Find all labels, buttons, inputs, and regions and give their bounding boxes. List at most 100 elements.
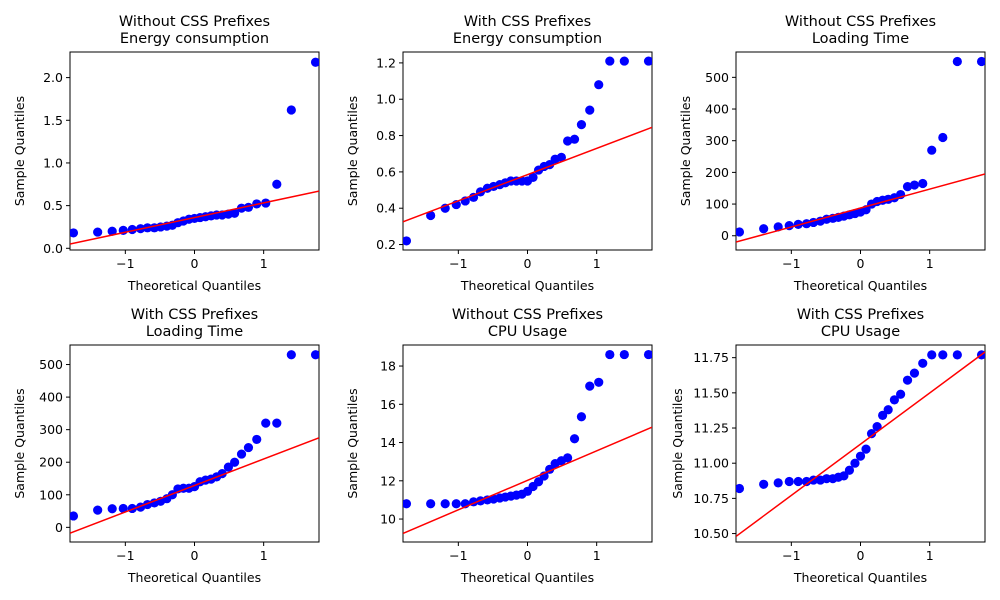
y-tick-label: 2.0	[43, 70, 63, 85]
data-point	[272, 418, 282, 428]
y-tick-label: 0.2	[376, 237, 396, 252]
data-point	[426, 499, 436, 509]
y-tick-label: 0.6	[376, 164, 396, 179]
data-point	[310, 57, 319, 67]
data-point	[440, 499, 450, 509]
y-tick-label: 300	[705, 133, 729, 148]
chart-title-line-1: Without CSS Prefixes	[452, 307, 603, 323]
chart-title-line-1: With CSS Prefixes	[797, 307, 924, 323]
data-point	[576, 412, 587, 422]
axes-frame	[735, 51, 986, 251]
data-point	[563, 136, 573, 146]
x-tick-label: 0	[191, 548, 199, 563]
data-point	[759, 224, 769, 234]
x-tick-label: 1	[593, 548, 601, 563]
x-axis-label: Theoretical Quantiles	[793, 278, 927, 293]
data-point	[594, 377, 604, 387]
chart-title: With CSS Prefixes CPU Usage	[797, 307, 924, 340]
data-point	[605, 56, 615, 66]
y-tick-label: 500	[39, 357, 63, 372]
data-point	[861, 444, 871, 454]
axes-frame	[402, 51, 653, 251]
y-tick-label: 0	[55, 520, 63, 535]
data-point	[261, 418, 271, 428]
data-point	[902, 375, 913, 385]
x-tick-label: −1	[449, 548, 467, 563]
chart-title-line-2: Loading Time	[812, 31, 909, 47]
x-tick-label: −1	[449, 256, 467, 271]
chart-title: With CSS Prefixes Loading Time	[131, 307, 258, 340]
data-point	[938, 350, 948, 360]
data-point	[533, 477, 544, 487]
x-tick-label: 1	[926, 548, 934, 563]
data-point	[468, 192, 479, 202]
y-tick-label: 0.0	[43, 241, 63, 256]
data-point	[784, 476, 794, 487]
fit-line	[403, 126, 652, 223]
data-point	[107, 504, 117, 514]
x-tick-label: 0	[524, 256, 532, 271]
data-point	[850, 458, 860, 468]
data-point	[286, 105, 296, 115]
y-tick-label: 11.50	[693, 385, 729, 400]
x-axis-label: Theoretical Quantiles	[460, 570, 594, 585]
data-point	[839, 471, 849, 481]
data-point	[310, 350, 319, 360]
data-layer	[403, 349, 652, 535]
data-point	[528, 172, 538, 182]
x-tick-label: −1	[782, 256, 800, 271]
chart-title: Without CSS Prefixes Loading Time	[785, 14, 936, 47]
data-point	[451, 499, 461, 509]
chart-title-line-1: Without CSS Prefixes	[119, 14, 270, 30]
y-tick-label: 18	[380, 359, 396, 374]
data-point	[844, 465, 855, 475]
data-point	[556, 152, 566, 162]
y-tick-label: 1.0	[43, 155, 63, 170]
data-point	[866, 429, 877, 439]
y-axis-label: Sample Quantiles	[670, 388, 685, 498]
y-tick-label: 400	[705, 102, 729, 117]
chart-title-line-2: CPU Usage	[821, 324, 900, 340]
subplot-1: Without CSS Prefixes Energy consumption −1…	[12, 14, 320, 293]
data-point	[93, 505, 103, 515]
y-tick-label: 200	[39, 455, 63, 470]
y-tick-label: 1.2	[376, 55, 396, 70]
data-point	[793, 476, 803, 487]
x-tick-label: 1	[260, 548, 268, 563]
y-tick-label: 200	[705, 165, 729, 180]
fit-line	[70, 437, 319, 534]
data-point	[855, 451, 866, 461]
data-point	[594, 80, 604, 90]
x-axis-label: Theoretical Quantiles	[460, 278, 594, 293]
data-point	[569, 434, 580, 444]
y-tick-label: 1.5	[43, 113, 63, 128]
data-point	[619, 56, 629, 66]
subplot-2: With CSS Prefixes Energy consumption −1 0 1 0…	[345, 14, 653, 293]
axes-frame	[69, 344, 320, 543]
data-point	[230, 457, 240, 467]
data-point	[252, 434, 262, 445]
fit-line	[70, 190, 319, 245]
data-point	[585, 105, 595, 115]
fit-line	[736, 173, 985, 243]
x-tick-label: 0	[857, 256, 865, 271]
x-tick-label: 1	[593, 256, 601, 271]
x-tick-label: −1	[782, 548, 800, 563]
data-layer	[403, 56, 652, 246]
y-tick-label: 10	[380, 512, 396, 527]
x-axis-label: Theoretical Quantiles	[793, 570, 927, 585]
y-tick-label: 0.5	[43, 198, 63, 213]
chart-title-line-2: CPU Usage	[488, 324, 567, 340]
y-tick-label: 100	[705, 197, 729, 212]
x-tick-label: −1	[116, 256, 134, 271]
data-point	[403, 499, 412, 509]
data-point	[403, 236, 412, 246]
y-tick-label: 16	[380, 397, 396, 412]
x-tick-label: 0	[191, 256, 199, 271]
data-point	[236, 449, 247, 459]
x-tick-label: 0	[524, 548, 532, 563]
data-point	[918, 178, 928, 189]
data-point	[70, 511, 79, 521]
y-tick-label: 14	[380, 435, 396, 450]
